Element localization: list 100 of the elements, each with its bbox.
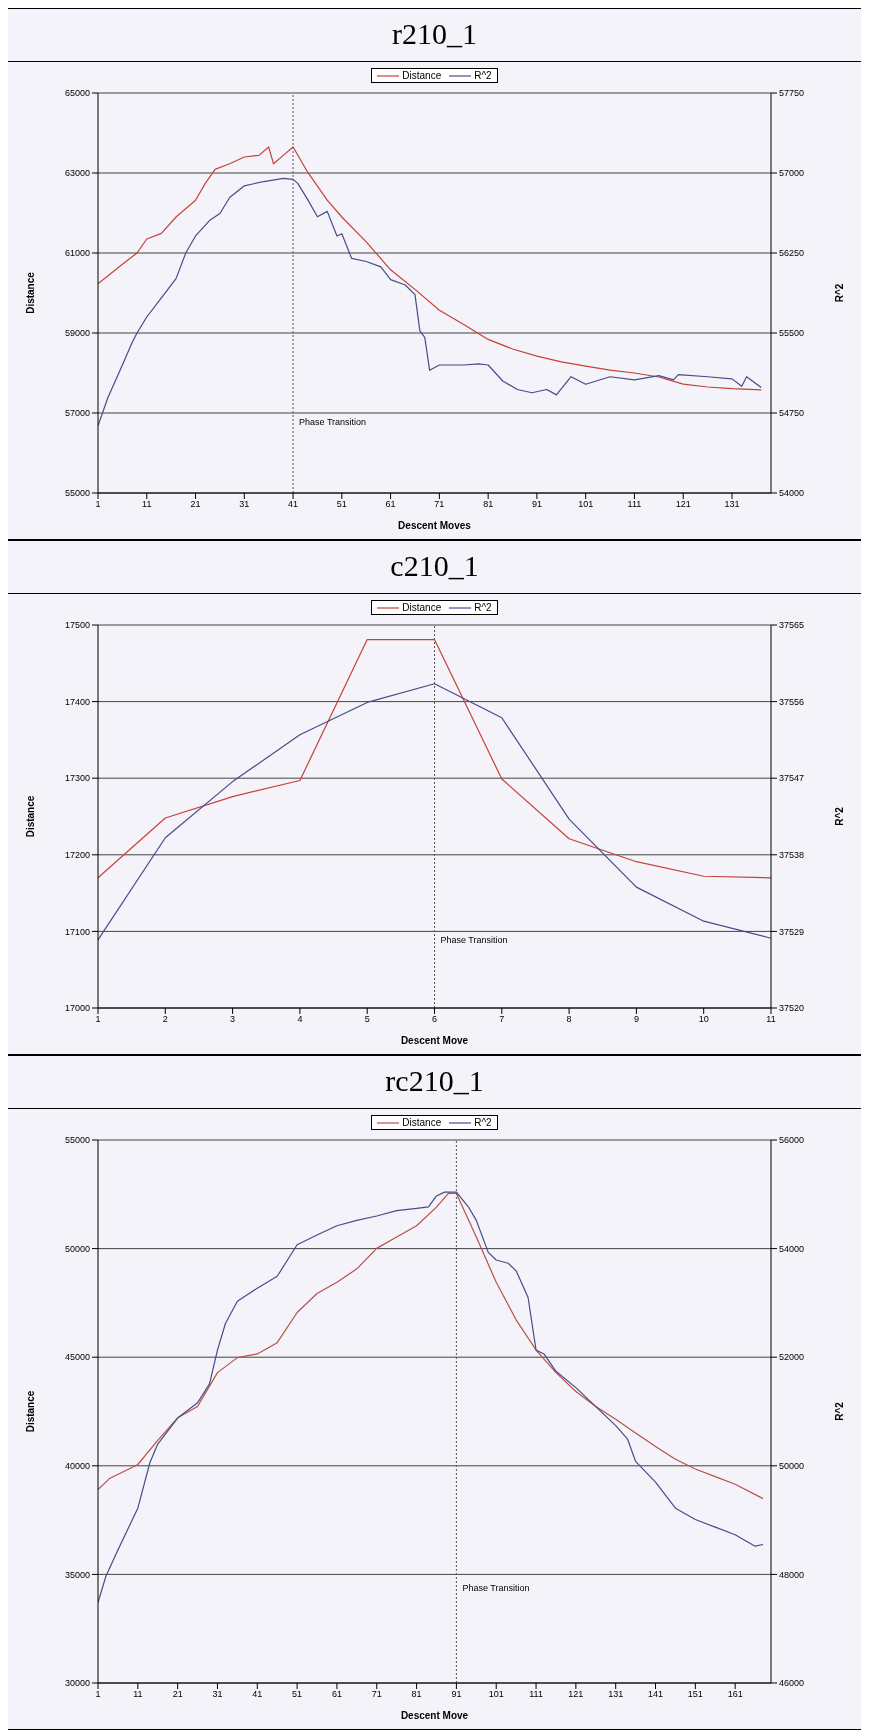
y-tick-label: 57000 [64,408,90,419]
x-tick-label: 31 [212,1689,223,1700]
y-tick-label: 40000 [64,1460,90,1471]
y2-tick-label: 52000 [779,1352,805,1363]
y-tick-label: 59000 [64,328,90,339]
y2-tick-label: 37520 [779,1003,805,1014]
x-axis-title: Descent Move [400,1710,469,1721]
y2-axis-title: R^2 [833,1401,845,1421]
y-tick-label: 17300 [64,773,90,784]
y-axis-title: Distance [24,795,36,838]
x-tick-label: 2 [162,1014,168,1025]
chart-title: c210_1 [8,541,861,594]
chart-title: r210_1 [8,9,861,62]
y-tick-label: 17100 [64,926,90,937]
x-tick-label: 131 [724,499,740,510]
x-tick-label: 151 [687,1689,703,1700]
legend-label: R^2 [474,70,492,81]
x-tick-label: 21 [172,1689,183,1700]
x-tick-label: 1 [95,499,101,510]
x-axis-title: Descent Moves [398,520,472,531]
y-tick-label: 17500 [64,620,90,631]
x-tick-label: 101 [488,1689,504,1700]
x-tick-label: 91 [451,1689,462,1700]
x-tick-label: 11 [142,499,152,510]
x-tick-label: 1 [95,1014,101,1025]
y2-tick-label: 55500 [779,328,805,339]
legend-label: Distance [402,602,442,613]
x-tick-label: 8 [566,1014,572,1025]
y-tick-label: 63000 [64,168,90,179]
x-tick-label: 4 [297,1014,303,1025]
y2-tick-label: 56000 [779,1135,805,1146]
y-tick-label: 17000 [64,1003,90,1014]
x-tick-label: 121 [675,499,691,510]
y2-tick-label: 56250 [779,248,805,259]
x-axis-title: Descent Move [400,1035,469,1046]
line-series [97,683,772,941]
y2-tick-label: 37538 [779,849,805,860]
x-tick-label: 131 [608,1689,624,1700]
y2-tick-label: 48000 [779,1569,805,1580]
x-tick-label: 121 [568,1689,584,1700]
x-tick-label: 111 [529,1689,543,1700]
x-tick-label: 9 [633,1014,639,1025]
y-tick-label: 30000 [64,1678,90,1689]
x-tick-label: 51 [336,499,347,510]
x-tick-label: 11 [133,1689,143,1700]
x-tick-label: 161 [727,1689,743,1700]
x-tick-label: 141 [648,1689,664,1700]
y-tick-label: 55000 [64,1135,90,1146]
x-tick-label: 3 [230,1014,236,1025]
x-tick-label: 101 [578,499,594,510]
x-tick-label: 71 [371,1689,382,1700]
x-tick-label: 51 [292,1689,303,1700]
y-tick-label: 17400 [64,696,90,707]
legend-label: Distance [402,70,442,81]
y2-axis-title: R^2 [833,806,845,826]
x-tick-label: 111 [627,499,642,510]
x-tick-label: 5 [364,1014,370,1025]
y-tick-label: 65000 [64,88,90,99]
y2-tick-label: 57000 [779,168,805,179]
line-series [98,146,762,391]
y2-tick-label: 37529 [779,926,805,937]
ref-line-label: Phase Transition [462,1582,530,1593]
y-tick-label: 17200 [64,849,90,860]
y-tick-label: 50000 [64,1243,90,1254]
y2-tick-label: 37565 [779,620,805,631]
y-tick-label: 35000 [64,1569,90,1580]
ref-line-label: Phase Transition [299,417,367,427]
y2-tick-label: 50000 [779,1460,805,1471]
y-tick-label: 55000 [64,488,90,499]
x-tick-label: 81 [411,1689,422,1700]
y2-tick-label: 54000 [779,488,805,499]
ref-line-label: Phase Transition [440,934,508,945]
x-tick-label: 10 [698,1014,709,1025]
x-tick-label: 41 [252,1689,263,1700]
y-tick-label: 61000 [64,248,90,259]
y2-tick-label: 54750 [779,408,805,419]
x-tick-label: 7 [499,1014,505,1025]
x-tick-label: 1 [95,1689,101,1700]
y-axis-title: Distance [24,271,36,314]
y-axis-title: Distance [24,1390,36,1433]
chart-title: rc210_1 [8,1056,861,1109]
y2-tick-label: 57750 [779,88,805,99]
y2-tick-label: 46000 [779,1678,805,1689]
y2-tick-label: 54000 [779,1243,805,1254]
y-tick-label: 45000 [64,1352,90,1363]
line-series [98,1192,764,1500]
x-tick-label: 11 [766,1014,776,1025]
y2-axis-title: R^2 [833,283,845,303]
line-series [97,638,772,879]
x-tick-label: 41 [288,499,299,510]
x-tick-label: 31 [239,499,250,510]
x-tick-label: 71 [434,499,445,510]
x-tick-label: 81 [483,499,494,510]
y2-tick-label: 37556 [779,696,805,707]
x-tick-label: 91 [531,499,542,510]
legend-label: Distance [402,1117,442,1128]
x-tick-label: 61 [331,1689,342,1700]
legend-label: R^2 [474,602,492,613]
x-tick-label: 6 [431,1014,438,1025]
legend-label: R^2 [474,1117,492,1128]
